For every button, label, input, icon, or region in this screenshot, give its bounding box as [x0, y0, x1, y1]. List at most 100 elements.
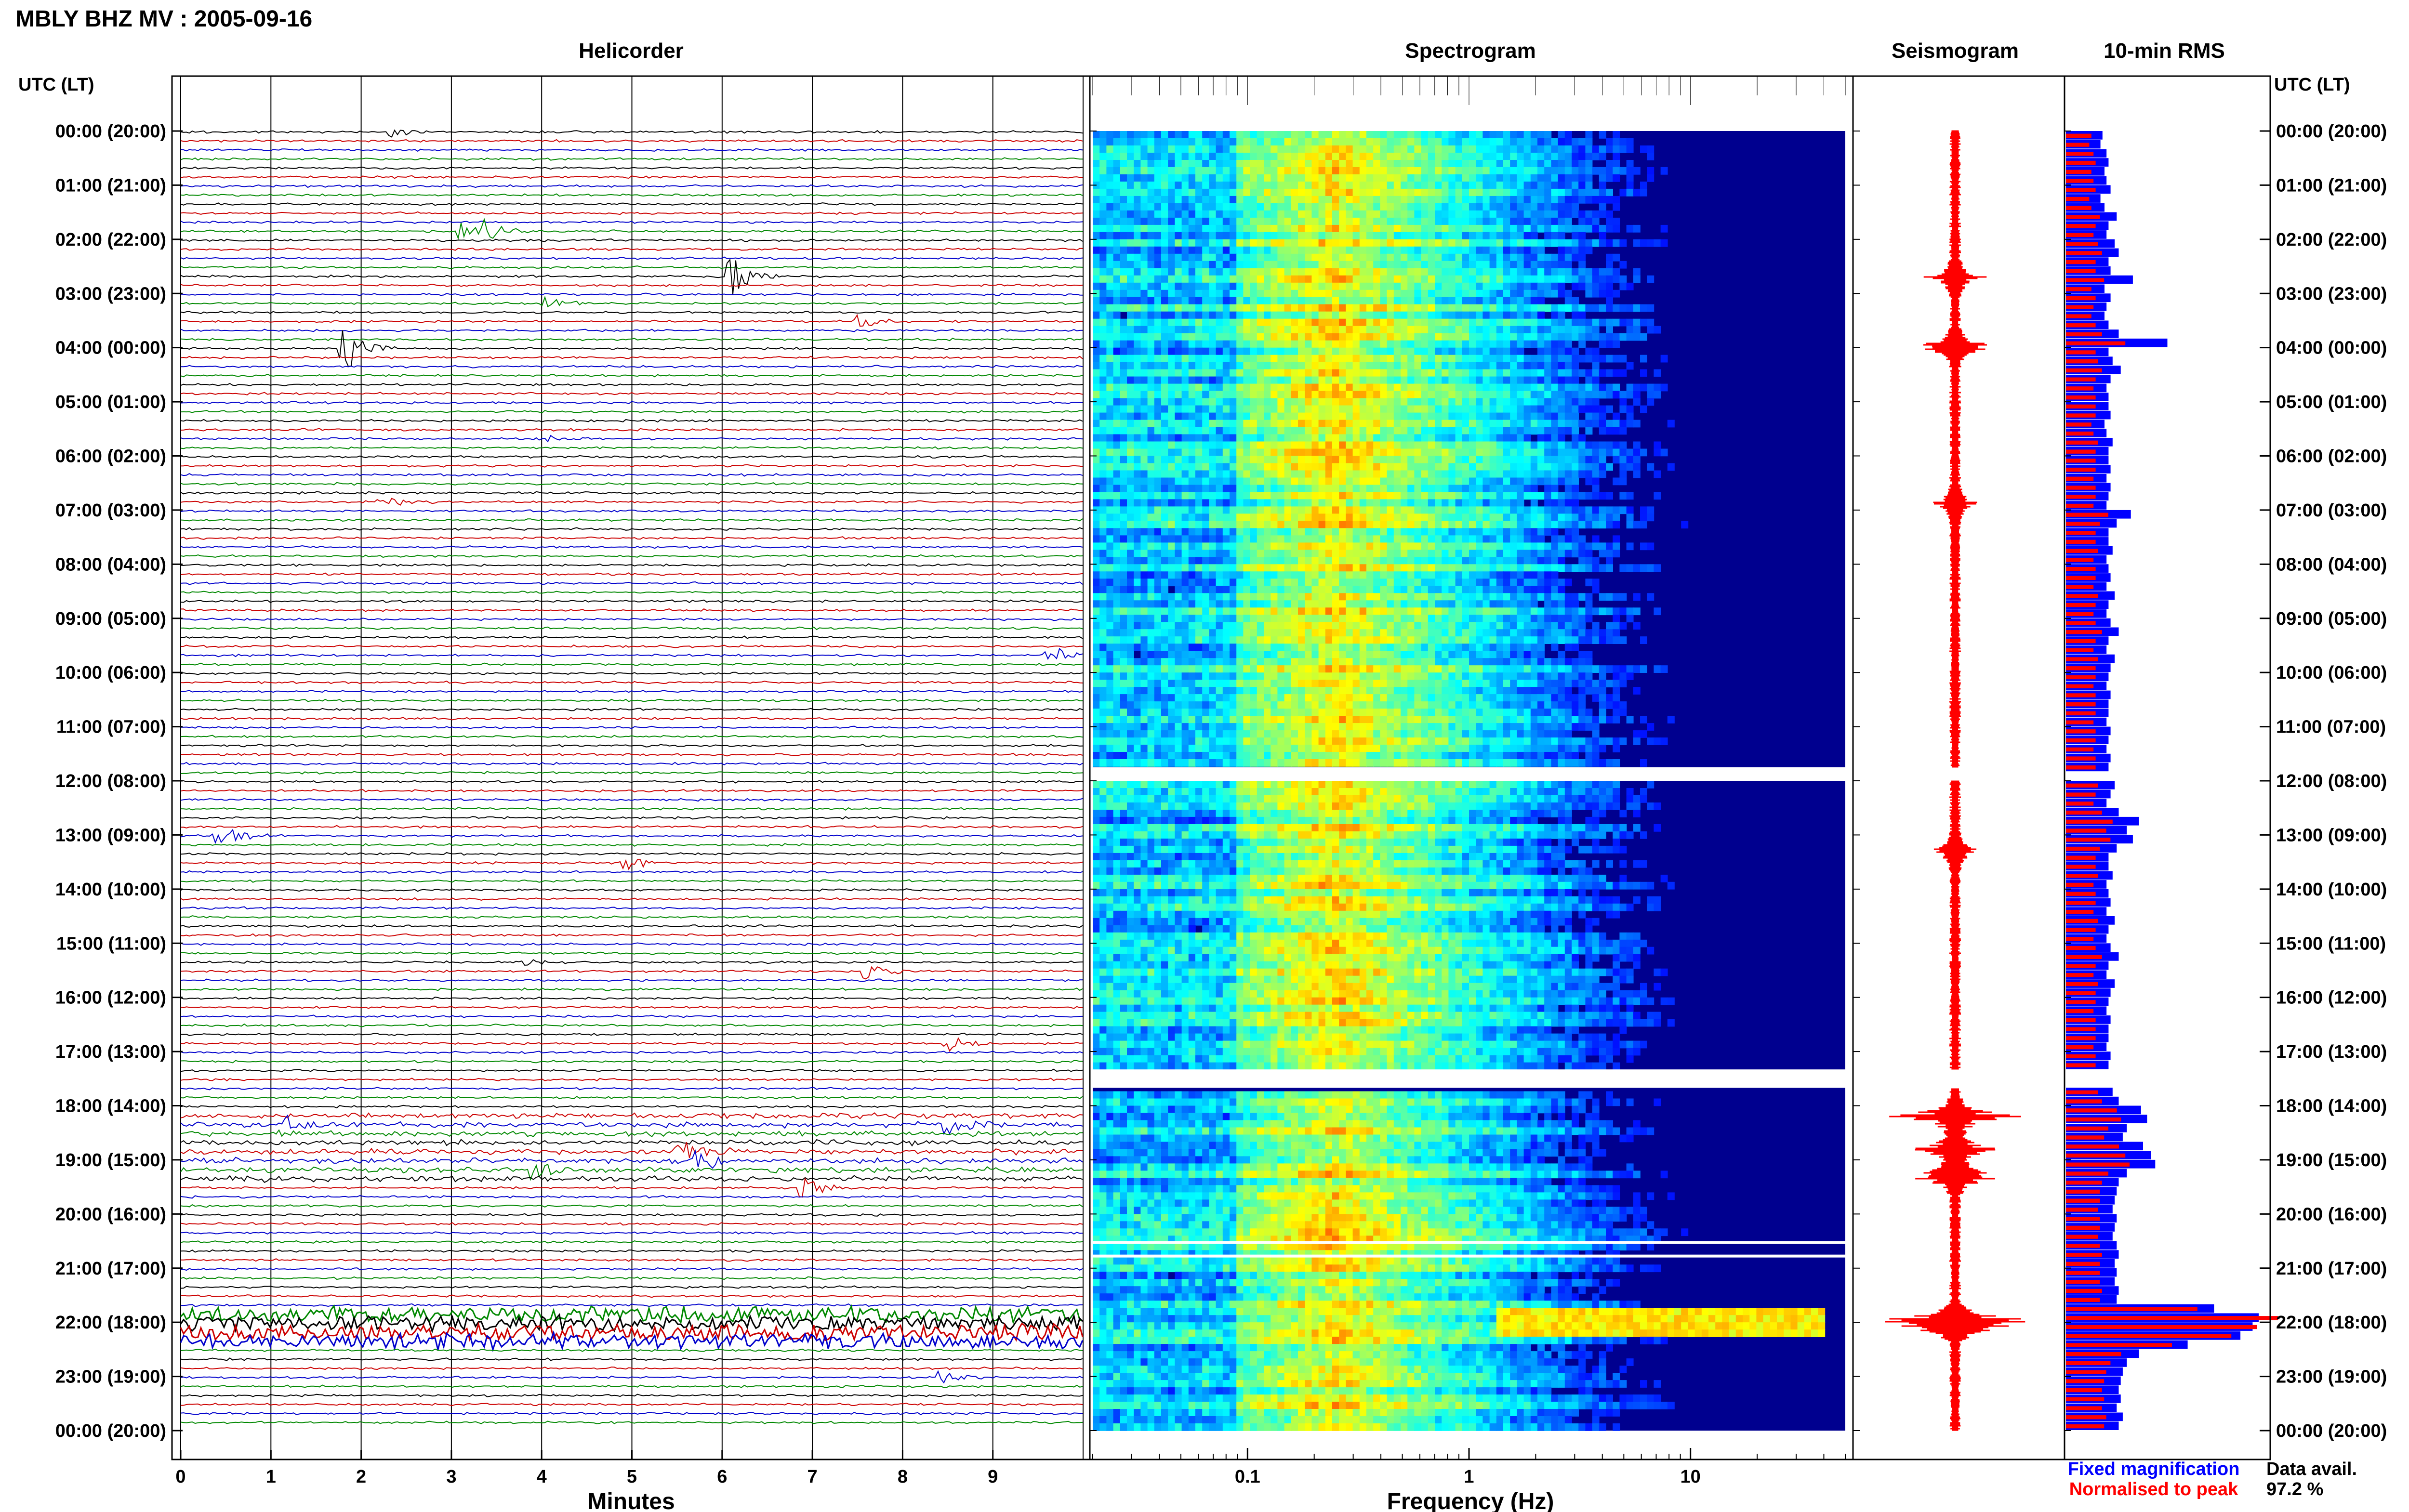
spectrogram-cell — [1298, 304, 1305, 312]
helicorder-trace — [180, 933, 1083, 937]
helicorder-trace — [180, 1411, 1083, 1416]
spectrogram-cell — [1366, 297, 1374, 305]
spectrogram-cell — [1113, 427, 1121, 435]
spectrogram-cell — [1380, 282, 1388, 290]
spectrogram-cell — [1667, 420, 1675, 428]
spectrogram-cell — [1311, 463, 1319, 471]
spectrogram-cell — [1352, 347, 1360, 355]
spectrogram-cell — [1099, 383, 1107, 392]
spectrogram-cell — [1366, 477, 1374, 486]
spectrogram-cell — [1551, 391, 1559, 399]
spectrogram-cell — [1147, 333, 1155, 341]
spectrogram-cell — [1435, 448, 1442, 457]
spectrogram-cell — [1113, 239, 1121, 247]
spectrogram-cell — [1393, 448, 1401, 457]
spectrogram-cell — [1175, 188, 1182, 197]
spectrogram-cell — [1161, 557, 1168, 565]
spectrogram-cell — [1264, 579, 1271, 587]
spectrogram-cell — [1271, 579, 1278, 587]
spectrogram-cell — [1311, 333, 1319, 341]
spectrogram-cell — [1202, 261, 1210, 269]
spectrogram-cell — [1592, 506, 1600, 514]
spectrogram-cell — [1544, 203, 1552, 211]
spectrogram-cell — [1305, 369, 1312, 377]
spectrogram-cell — [1421, 181, 1429, 189]
spectrogram-cell — [1558, 448, 1565, 457]
spectrogram-cell — [1414, 456, 1422, 464]
spectrogram-cell — [1222, 138, 1230, 146]
spectrogram-cell — [1373, 153, 1381, 160]
spectrogram-cell — [1462, 261, 1469, 269]
spectrogram-cell — [1435, 131, 1442, 139]
spectrogram-cell — [1325, 181, 1333, 189]
spectrogram-cell — [1564, 535, 1572, 543]
spectrogram-cell — [1537, 275, 1545, 283]
spectrogram-cell — [1551, 506, 1559, 514]
spectrogram-cell — [1305, 448, 1312, 457]
spectrogram-cell — [1236, 448, 1244, 457]
spectrogram-cell — [1517, 275, 1524, 283]
spectrogram-cell — [1175, 521, 1182, 529]
spectrogram-cell — [1161, 289, 1168, 298]
spectrogram-cell — [1510, 196, 1518, 204]
spectrogram-cell — [1216, 441, 1223, 449]
spectrogram-cell — [1181, 391, 1189, 399]
spectrogram-cell — [1455, 181, 1463, 189]
spectrogram-cell — [1380, 297, 1388, 305]
spectrogram-cell — [1311, 167, 1319, 175]
spectrogram-cell — [1147, 485, 1155, 493]
spectrogram-cell — [1401, 564, 1408, 572]
spectrogram-cell — [1127, 506, 1134, 514]
spectrogram-cell — [1188, 153, 1196, 160]
spectrogram-cell — [1305, 427, 1312, 435]
spectrogram-cell — [1448, 485, 1456, 493]
spectrogram-cell — [1373, 535, 1381, 543]
helicorder-trace — [180, 329, 1083, 332]
spectrogram-cell — [1298, 188, 1305, 197]
spectrogram-cell — [1222, 477, 1230, 486]
spectrogram-cell — [1469, 131, 1476, 139]
spectrogram-cell — [1489, 224, 1497, 233]
spectrogram-cell — [1140, 564, 1148, 572]
spectrogram-cell — [1222, 239, 1230, 247]
spectrogram-cell — [1298, 261, 1305, 269]
spectrogram-cell — [1599, 550, 1606, 558]
spectrogram-cell — [1510, 153, 1518, 160]
helicorder-trace — [180, 996, 1083, 1000]
spectrogram-cell — [1134, 412, 1141, 421]
spectrogram-cell — [1373, 181, 1381, 189]
spectrogram-cell — [1277, 535, 1285, 543]
spectrogram-cell — [1640, 145, 1647, 153]
spectrogram-cell — [1195, 188, 1203, 197]
spectrogram-cell — [1216, 355, 1223, 363]
spectrogram-cell — [1257, 174, 1264, 182]
spectrogram-cell — [1414, 477, 1422, 486]
spectrogram-cell — [1387, 196, 1394, 204]
spectrogram-cell — [1510, 557, 1518, 565]
spectrogram-cell — [1318, 167, 1326, 175]
spectrogram-cell — [1346, 398, 1353, 406]
spectrogram-cell — [1175, 434, 1182, 442]
spectrogram-cell — [1401, 289, 1408, 298]
spectrogram-cell — [1236, 131, 1244, 139]
spectrogram-cell — [1264, 261, 1271, 269]
spectrogram-cell — [1311, 261, 1319, 269]
spectrogram-cell — [1462, 268, 1469, 276]
spectrogram-cell — [1482, 398, 1490, 406]
spectrogram-cell — [1264, 485, 1271, 493]
spectrogram-cell — [1496, 506, 1504, 514]
spectrogram-cell — [1264, 355, 1271, 363]
spectrogram-cell — [1305, 333, 1312, 341]
spectrogram-cell — [1127, 326, 1134, 334]
spectrogram-cell — [1230, 239, 1237, 247]
helicorder-trace — [180, 942, 1083, 947]
spectrogram-cell — [1517, 383, 1524, 392]
spectrogram-cell — [1332, 318, 1339, 327]
spectrogram-cell — [1216, 470, 1223, 478]
spectrogram-cell — [1435, 333, 1442, 341]
spectrogram-cell — [1188, 542, 1196, 551]
spectrogram-cell — [1469, 210, 1476, 218]
spectrogram-cell — [1243, 477, 1251, 486]
spectrogram-cell — [1277, 174, 1285, 182]
